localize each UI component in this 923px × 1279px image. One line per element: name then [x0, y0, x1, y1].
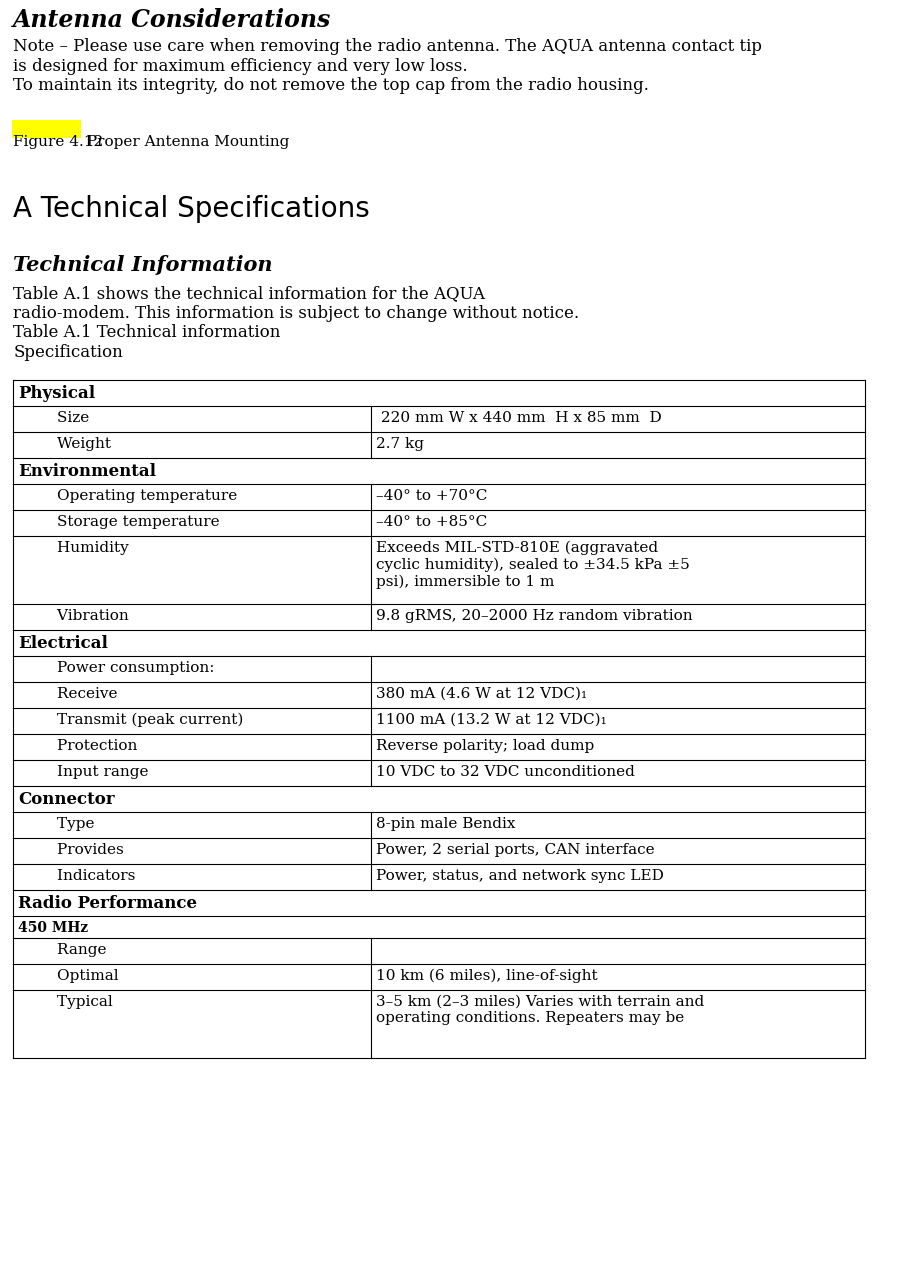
- Text: Physical: Physical: [18, 385, 95, 402]
- Text: Power, 2 serial ports, CAN interface: Power, 2 serial ports, CAN interface: [376, 843, 654, 857]
- Text: Optimal: Optimal: [18, 969, 119, 984]
- Text: Storage temperature: Storage temperature: [18, 515, 220, 530]
- Bar: [13, 536, 865, 604]
- Text: 10 VDC to 32 VDC unconditioned: 10 VDC to 32 VDC unconditioned: [376, 765, 635, 779]
- Bar: [13, 760, 865, 787]
- Text: 9.8 gRMS, 20–2000 Hz random vibration: 9.8 gRMS, 20–2000 Hz random vibration: [376, 609, 692, 623]
- Text: Figure 4.12: Figure 4.12: [13, 136, 103, 148]
- Text: Antenna Considerations: Antenna Considerations: [13, 8, 331, 32]
- Bar: [13, 865, 865, 890]
- Text: 2.7 kg: 2.7 kg: [376, 437, 424, 451]
- Text: A Technical Specifications: A Technical Specifications: [13, 194, 370, 223]
- Text: Transmit (peak current): Transmit (peak current): [18, 712, 244, 728]
- Bar: [13, 916, 865, 938]
- Bar: [13, 838, 865, 865]
- Text: Input range: Input range: [18, 765, 149, 779]
- Text: 380 mA (4.6 W at 12 VDC)₁: 380 mA (4.6 W at 12 VDC)₁: [376, 687, 587, 701]
- Text: Weight: Weight: [18, 437, 111, 451]
- Text: Power consumption:: Power consumption:: [18, 661, 214, 675]
- FancyBboxPatch shape: [12, 120, 81, 138]
- Text: Radio Performance: Radio Performance: [18, 895, 198, 912]
- Text: 10 km (6 miles), line-of-sight: 10 km (6 miles), line-of-sight: [376, 969, 597, 984]
- Bar: [13, 631, 865, 656]
- Text: Range: Range: [18, 943, 106, 957]
- Text: 8-pin male Bendix: 8-pin male Bendix: [376, 817, 515, 831]
- Bar: [13, 604, 865, 631]
- Text: Environmental: Environmental: [18, 463, 156, 480]
- Bar: [13, 734, 865, 760]
- Text: Provides: Provides: [18, 843, 124, 857]
- Text: 220 mm W x 440 mm  H x 85 mm  D: 220 mm W x 440 mm H x 85 mm D: [376, 411, 662, 425]
- Bar: [13, 483, 865, 510]
- Text: Protection: Protection: [18, 739, 138, 753]
- Text: Receive: Receive: [18, 687, 117, 701]
- Bar: [13, 656, 865, 682]
- Text: 1100 mA (13.2 W at 12 VDC)₁: 1100 mA (13.2 W at 12 VDC)₁: [376, 712, 606, 726]
- Text: Type: Type: [18, 817, 94, 831]
- Text: Proper Antenna Mounting: Proper Antenna Mounting: [82, 136, 289, 148]
- Bar: [13, 405, 865, 432]
- Text: Typical: Typical: [18, 995, 113, 1009]
- Text: Humidity: Humidity: [18, 541, 129, 555]
- Bar: [13, 682, 865, 709]
- Text: Connector: Connector: [18, 790, 114, 808]
- Text: –40° to +85°C: –40° to +85°C: [376, 515, 487, 530]
- Text: Table A.1 shows the technical information for the AQUA
radio-modem. This informa: Table A.1 shows the technical informatio…: [13, 285, 580, 361]
- Text: 450 MHz: 450 MHz: [18, 921, 89, 935]
- Text: Note – Please use care when removing the radio antenna. The AQUA antenna contact: Note – Please use care when removing the…: [13, 38, 762, 95]
- Text: Technical Information: Technical Information: [13, 255, 273, 275]
- Text: 3–5 km (2–3 miles) Varies with terrain and
operating conditions. Repeaters may b: 3–5 km (2–3 miles) Varies with terrain a…: [376, 995, 704, 1026]
- Bar: [13, 938, 865, 964]
- Bar: [13, 510, 865, 536]
- Text: Exceeds MIL-STD-810E (aggravated
cyclic humidity), sealed to ±34.5 kPa ±5
psi), : Exceeds MIL-STD-810E (aggravated cyclic …: [376, 541, 689, 588]
- Text: Power, status, and network sync LED: Power, status, and network sync LED: [376, 868, 664, 883]
- Bar: [13, 964, 865, 990]
- Bar: [13, 990, 865, 1058]
- Text: Indicators: Indicators: [18, 868, 136, 883]
- Text: Size: Size: [18, 411, 90, 425]
- Bar: [13, 709, 865, 734]
- Bar: [13, 787, 865, 812]
- Text: Vibration: Vibration: [18, 609, 129, 623]
- Bar: [13, 458, 865, 483]
- Bar: [13, 432, 865, 458]
- Text: –40° to +70°C: –40° to +70°C: [376, 489, 487, 503]
- Text: Electrical: Electrical: [18, 634, 108, 652]
- Bar: [13, 890, 865, 916]
- Bar: [13, 812, 865, 838]
- Text: Reverse polarity; load dump: Reverse polarity; load dump: [376, 739, 594, 753]
- Bar: [13, 380, 865, 405]
- Text: Operating temperature: Operating temperature: [18, 489, 237, 503]
